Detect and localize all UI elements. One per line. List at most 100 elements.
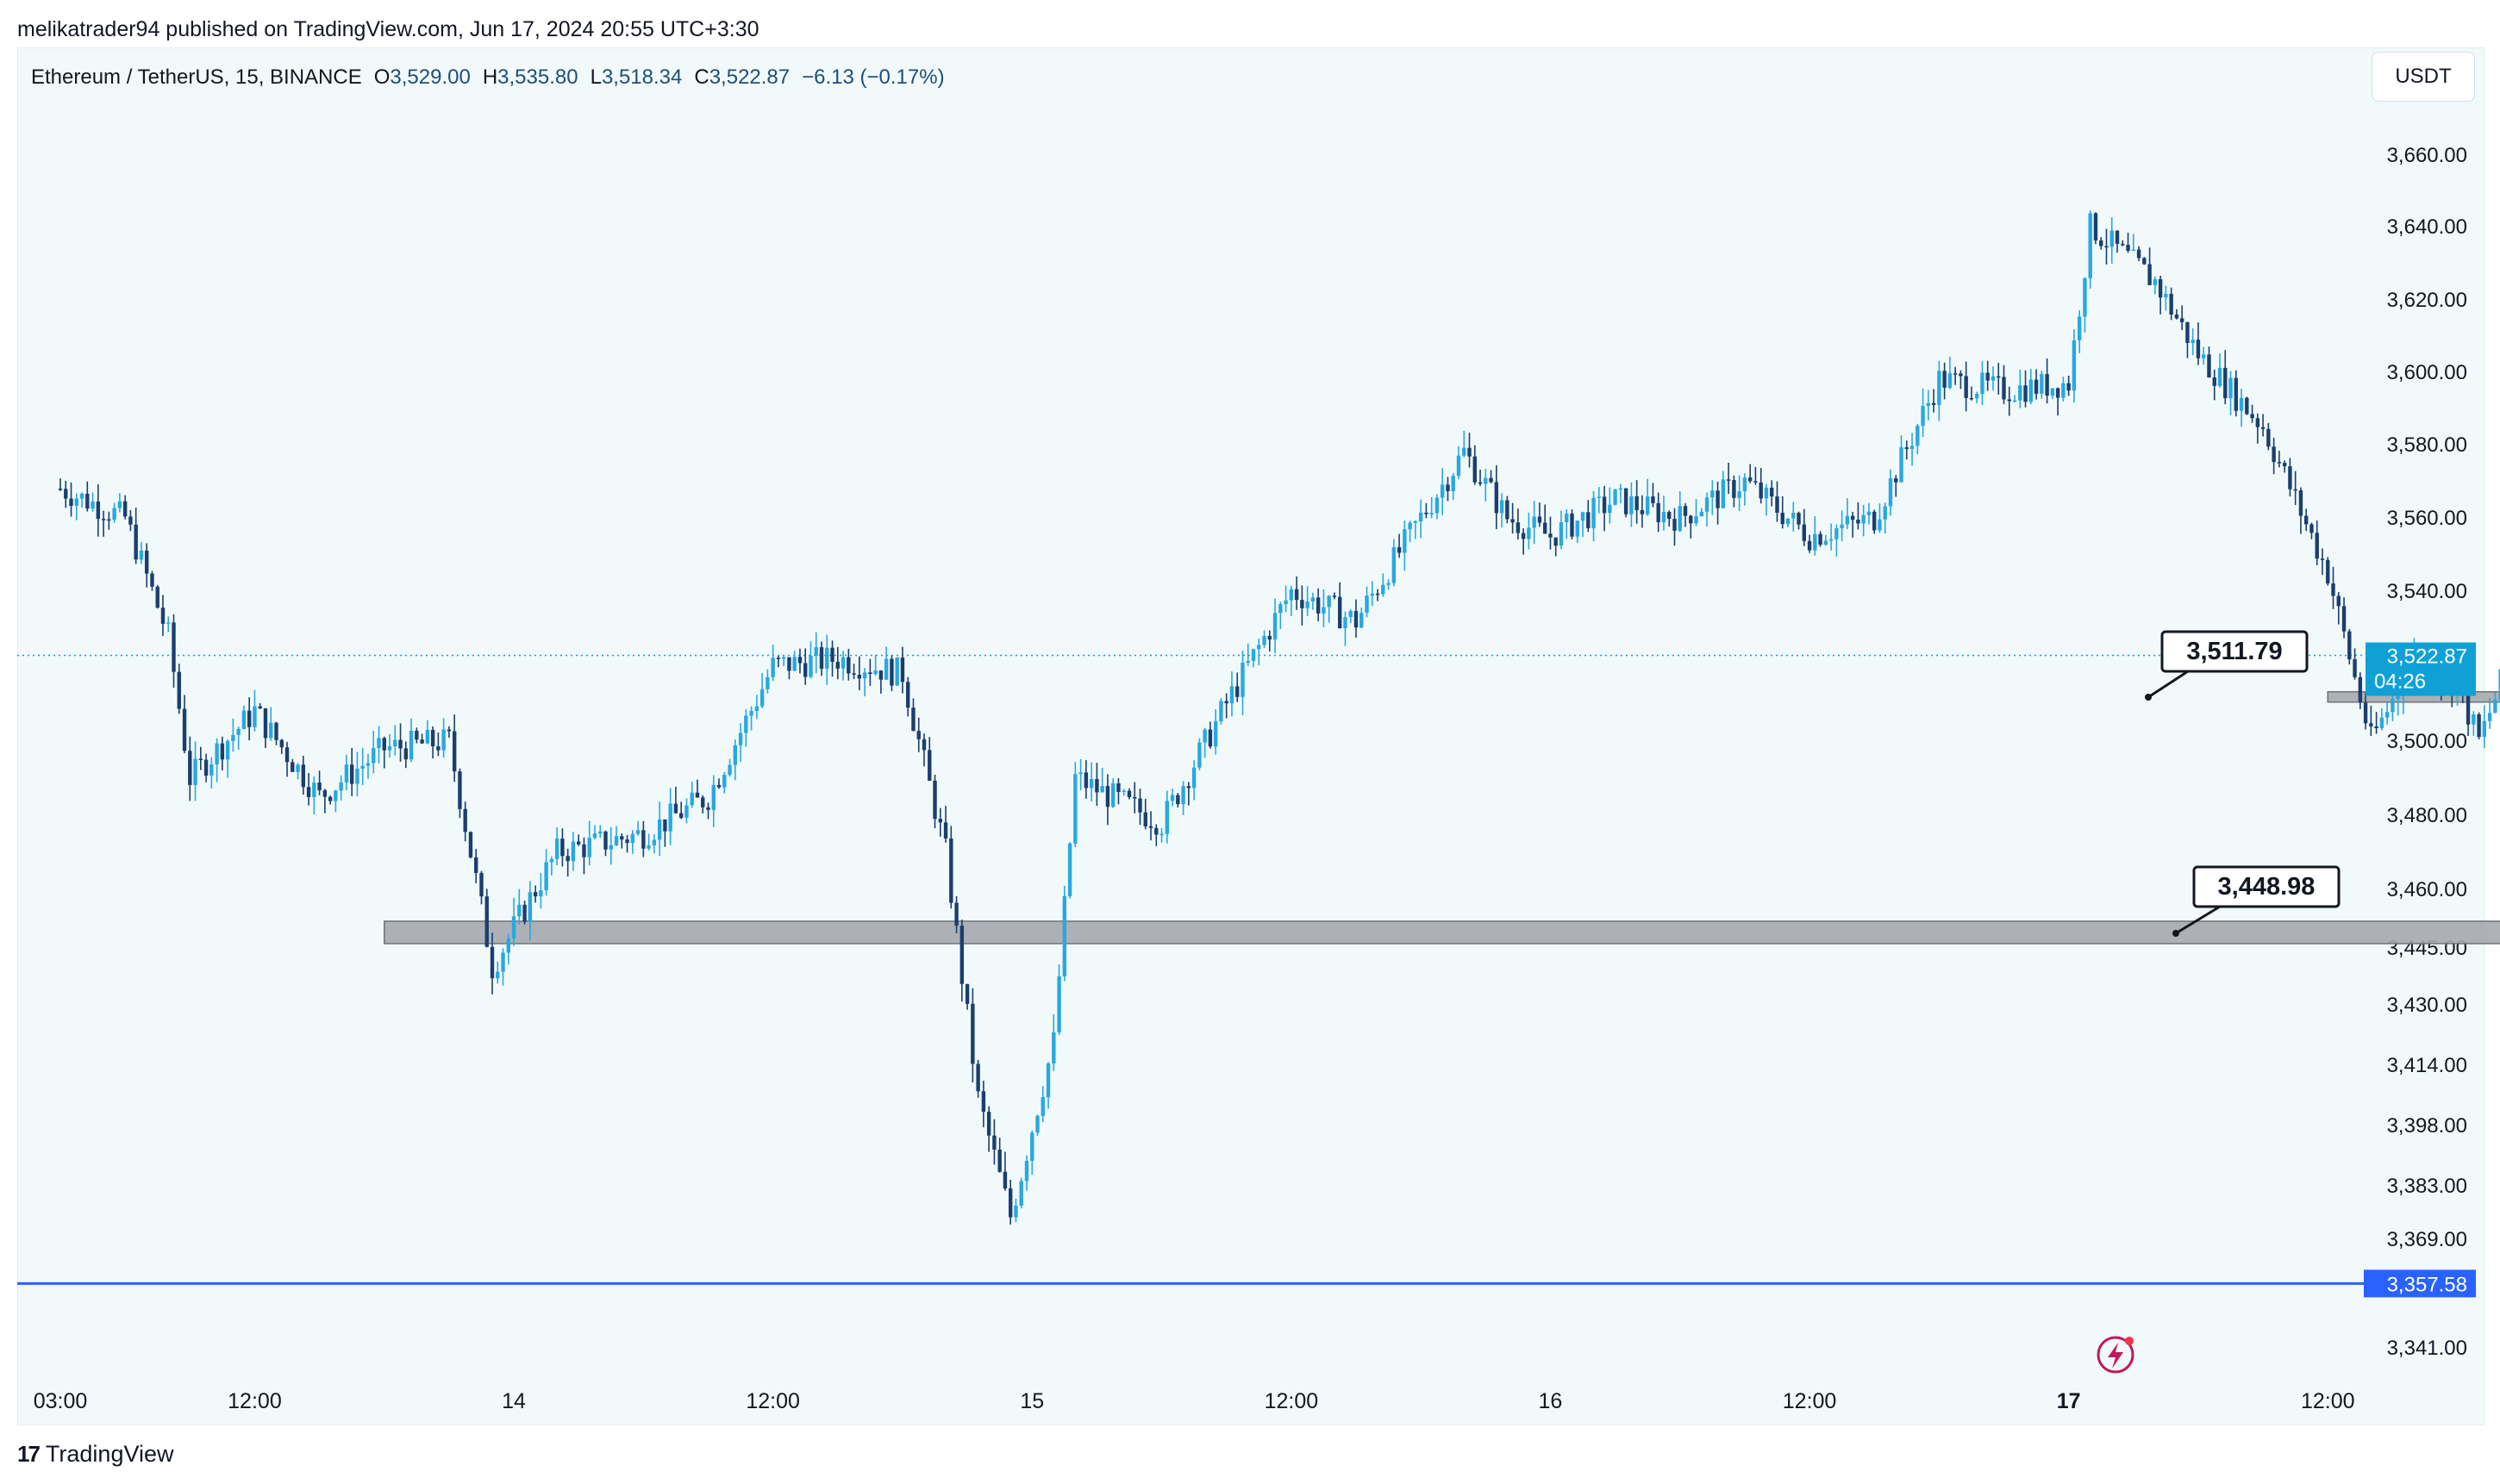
candle bbox=[2369, 723, 2373, 726]
candle bbox=[1532, 516, 1536, 528]
candle bbox=[706, 807, 710, 810]
candle bbox=[2077, 316, 2082, 340]
x-tick-label: 12:00 bbox=[746, 1389, 800, 1413]
candle bbox=[1413, 521, 1418, 523]
y-tick-label: 3,580.00 bbox=[2387, 433, 2467, 457]
candle bbox=[1359, 613, 1364, 628]
candle bbox=[2207, 354, 2211, 377]
candle bbox=[2487, 713, 2492, 721]
candle bbox=[986, 1112, 991, 1136]
candle bbox=[1953, 373, 1958, 375]
candle bbox=[857, 674, 862, 679]
candle bbox=[1597, 496, 1602, 498]
candle bbox=[1586, 512, 1591, 528]
candle bbox=[1375, 593, 1380, 595]
candle bbox=[188, 751, 192, 785]
candle bbox=[2050, 388, 2055, 396]
candle bbox=[2088, 213, 2092, 278]
candle bbox=[447, 729, 452, 732]
candle bbox=[511, 916, 516, 938]
lightning-icon-bolt bbox=[2108, 1343, 2123, 1369]
candle bbox=[193, 758, 197, 785]
candle bbox=[1208, 729, 1213, 747]
candle bbox=[678, 813, 684, 818]
candle bbox=[1710, 490, 1715, 498]
candle bbox=[215, 743, 219, 764]
candle bbox=[2239, 397, 2244, 411]
candle bbox=[263, 708, 268, 739]
candle bbox=[1997, 376, 2001, 378]
candle bbox=[819, 646, 824, 669]
candle bbox=[1721, 479, 1726, 508]
candle bbox=[2061, 383, 2066, 398]
candle bbox=[2147, 264, 2152, 285]
candle bbox=[2196, 340, 2201, 359]
candle bbox=[1618, 488, 1623, 490]
candle bbox=[1861, 514, 1866, 524]
candle bbox=[1019, 1181, 1023, 1206]
candle bbox=[2040, 374, 2044, 394]
candle bbox=[112, 508, 116, 521]
callout-label: 3,511.79 bbox=[2186, 638, 2282, 665]
candle bbox=[2255, 418, 2260, 427]
candle bbox=[916, 731, 921, 739]
candle bbox=[430, 729, 435, 746]
y-tick-label: 3,414.00 bbox=[2387, 1054, 2467, 1077]
candle bbox=[1284, 600, 1288, 605]
candle bbox=[825, 647, 829, 669]
candle bbox=[1424, 512, 1428, 514]
candle bbox=[2131, 249, 2135, 252]
currency-button[interactable]: USDT bbox=[2372, 52, 2475, 102]
candle bbox=[911, 708, 916, 732]
candle bbox=[150, 573, 154, 587]
candle bbox=[2363, 702, 2368, 724]
candle bbox=[198, 758, 203, 760]
candle bbox=[1505, 500, 1509, 520]
callout-box bbox=[2192, 865, 2341, 908]
candle bbox=[603, 831, 608, 850]
candle bbox=[2164, 293, 2168, 298]
candle bbox=[1959, 373, 1963, 377]
candle bbox=[274, 722, 278, 740]
candle bbox=[2326, 559, 2330, 584]
candle bbox=[1678, 506, 1682, 531]
candle bbox=[1553, 537, 1558, 546]
candle bbox=[2498, 669, 2500, 700]
close-label: C bbox=[694, 65, 709, 89]
callout-anchor-dot bbox=[2172, 930, 2179, 937]
candle bbox=[890, 658, 894, 686]
candle bbox=[2191, 340, 2195, 343]
candle bbox=[1872, 511, 1877, 531]
candle bbox=[878, 670, 884, 680]
candle bbox=[328, 796, 333, 801]
candle bbox=[2136, 249, 2141, 259]
candle bbox=[1235, 686, 1240, 697]
candle bbox=[317, 783, 322, 791]
candle bbox=[1456, 455, 1461, 477]
candle bbox=[1159, 833, 1164, 836]
candle bbox=[1937, 371, 1941, 405]
candle bbox=[620, 836, 624, 840]
candle bbox=[1667, 512, 1672, 520]
symbol-name[interactable]: Ethereum / TetherUS, 15, BINANCE bbox=[31, 65, 362, 89]
candle bbox=[2466, 689, 2471, 725]
candle bbox=[306, 787, 311, 797]
x-tick-label: 16 bbox=[1539, 1389, 1563, 1413]
candle bbox=[2260, 427, 2266, 429]
candle bbox=[1154, 827, 1159, 835]
candle bbox=[468, 832, 473, 857]
candle bbox=[2083, 277, 2087, 317]
candle bbox=[884, 658, 889, 680]
candle bbox=[1689, 515, 1693, 524]
candle bbox=[754, 706, 759, 711]
candle bbox=[301, 764, 306, 788]
candle bbox=[107, 519, 111, 521]
y-tick-label: 3,600.00 bbox=[2387, 361, 2467, 384]
candle bbox=[1516, 522, 1521, 533]
candle bbox=[2336, 595, 2341, 607]
candle bbox=[2341, 606, 2347, 632]
y-tick-label: 3,383.00 bbox=[2387, 1175, 2467, 1198]
candle bbox=[1726, 479, 1731, 481]
candle bbox=[1542, 522, 1547, 534]
